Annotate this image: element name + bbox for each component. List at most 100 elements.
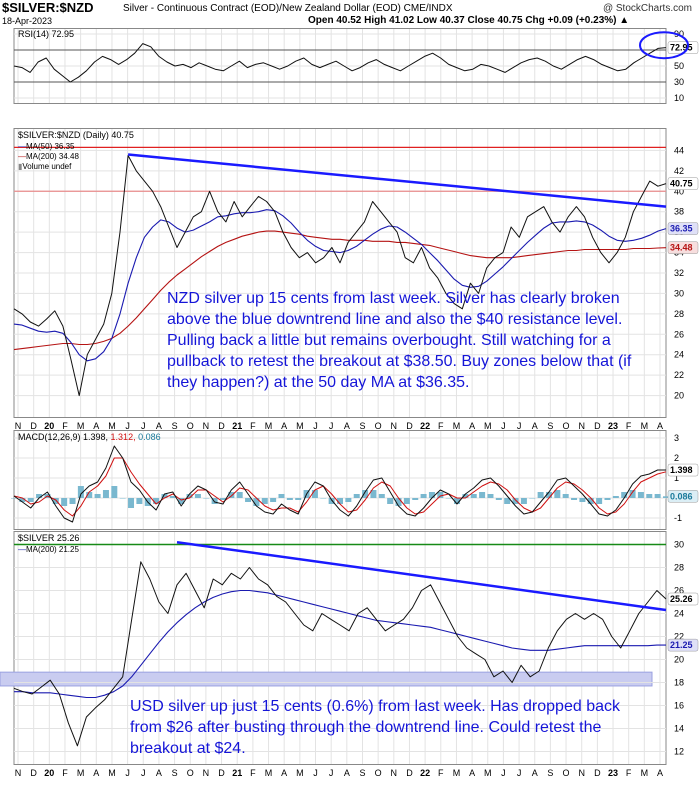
y-axis-tick-label: 30 <box>674 288 684 298</box>
x-axis-tick-label: O <box>375 768 382 778</box>
macd-histogram-bar <box>194 494 201 498</box>
macd-histogram-bar <box>412 498 419 500</box>
x-axis-tick-label: N <box>203 421 210 431</box>
macd-histogram-bar <box>136 498 143 504</box>
x-axis-tick-label: M <box>296 768 304 778</box>
x-axis-tick-label: A <box>156 768 162 778</box>
macd-histogram-bar <box>512 498 519 504</box>
y-axis-tick-label: 2 <box>674 453 679 463</box>
x-axis-tick-label: 23 <box>608 768 618 778</box>
x-axis-tick-label: S <box>172 421 178 431</box>
y-axis-tick-label: 32 <box>674 268 684 278</box>
x-axis-tick-label: A <box>93 768 99 778</box>
macd-histogram-bar <box>178 498 185 504</box>
macd-histogram-bar <box>203 498 210 499</box>
macd-histogram-bar <box>86 492 93 498</box>
x-axis-tick-label: 21 <box>232 421 242 431</box>
macd-histogram-bar <box>52 498 59 504</box>
x-axis-tick-label: S <box>359 768 365 778</box>
nzd-legend: —MA(50) 36.35 —MA(200) 34.48 ▮Volume und… <box>18 142 79 172</box>
y-axis-tick-label: 20 <box>674 391 684 401</box>
rsi-line <box>13 43 667 83</box>
x-axis-tick-label: M <box>265 768 273 778</box>
x-axis-tick-label: S <box>547 768 553 778</box>
x-axis-tick-label: S <box>547 421 553 431</box>
support-band <box>0 671 653 687</box>
y-axis-tick-label: 28 <box>674 309 684 319</box>
macd-histogram-bar <box>637 492 644 498</box>
macd-histogram-bar <box>219 498 226 500</box>
macd-histogram-bar <box>77 486 84 498</box>
price-line <box>13 155 667 397</box>
x-axis-tick-label: J <box>125 421 130 431</box>
ma200-line <box>13 230 667 351</box>
x-axis-tick-label: M <box>77 768 85 778</box>
x-axis-tick-label: F <box>438 421 444 431</box>
y-axis-tick-label: 42 <box>674 166 684 176</box>
x-axis-tick-label: J <box>329 768 334 778</box>
y-axis-tick-label: 24 <box>674 609 684 619</box>
nzd-title: $SILVER:$NZD (Daily) 40.75 <box>18 130 134 140</box>
usd-downtrend-line <box>176 540 667 612</box>
x-axis-tick-label: F <box>626 421 632 431</box>
x-axis-tick-label: A <box>657 768 663 778</box>
macd-histogram-bar <box>420 494 427 498</box>
x-axis-tick-label: F <box>62 768 68 778</box>
macd-histogram-bar <box>428 492 435 498</box>
x-axis-tick-label: F <box>62 421 68 431</box>
x-axis-tick-label: 20 <box>44 421 54 431</box>
y-axis-tick-label: 12 <box>674 747 684 757</box>
macd-histogram-bar <box>445 498 452 499</box>
usd-price-tag: 25.26 <box>670 594 693 604</box>
macd-histogram-bar <box>353 494 360 498</box>
macd-histogram-bar <box>579 498 586 502</box>
macd-histogram-bar <box>36 494 43 498</box>
macd-histogram-bar <box>479 492 486 498</box>
chart-description: Silver - Continuous Contract (EOD)/New Z… <box>123 3 453 14</box>
x-axis-tick-label: D <box>594 421 601 431</box>
legend-usd-ma200: —MA(200) 21.25 <box>18 545 79 554</box>
macd-histogram-bar <box>261 498 268 504</box>
macd-last-tag: 1.398 <box>670 465 693 475</box>
y-axis-tick-label: 28 <box>674 563 684 573</box>
chart-date: 18-Apr-2023 <box>2 16 53 26</box>
rsi-title: RSI(14) 72.95 <box>18 29 75 39</box>
y-axis-tick-label: 22 <box>674 370 684 380</box>
macd-histogram-bar <box>345 498 352 502</box>
macd-histogram-bar <box>495 498 502 500</box>
x-axis-tick-label: 23 <box>608 421 618 431</box>
x-axis-tick-label: O <box>563 421 570 431</box>
x-axis-tick-label: N <box>391 768 398 778</box>
x-axis-tick-label: 21 <box>232 768 242 778</box>
y-axis-tick-label: 1 <box>674 473 679 483</box>
ma200-last-tag: 34.48 <box>670 243 693 253</box>
macd-histogram-bar <box>61 498 68 506</box>
macd-histogram-bar <box>437 492 444 498</box>
macd-histogram-bar <box>629 490 636 498</box>
x-axis-tick-label: N <box>578 421 585 431</box>
usd-price-line <box>13 561 667 747</box>
x-axis-tick-label: O <box>187 421 194 431</box>
y-axis-tick-label: 24 <box>674 350 684 360</box>
macd-histogram-bar <box>562 494 569 498</box>
rsi-chart: 907050301072.95 <box>13 28 699 104</box>
ma50-last-tag: 36.35 <box>670 224 693 234</box>
macd-histogram-bar <box>111 486 118 498</box>
ohlc-summary: Open 40.52 High 41.02 Low 40.37 Close 40… <box>308 15 630 26</box>
x-axis-tick-label: F <box>250 768 256 778</box>
x-axis-tick-label: M <box>641 421 649 431</box>
usd-ma200-tag: 21.25 <box>670 640 693 650</box>
x-axis-tick-label: J <box>313 768 318 778</box>
macd-histogram-bar <box>487 494 494 498</box>
x-axis-tick-label: J <box>501 768 506 778</box>
macd-histogram-bar <box>596 498 603 504</box>
macd-histogram-bar <box>454 498 461 504</box>
x-axis-tick-label: D <box>594 768 601 778</box>
x-axis-tick-label: A <box>532 768 538 778</box>
x-axis-tick-label: M <box>77 421 85 431</box>
usd-annotation: USD silver up just 15 cents (0.6%) from … <box>130 698 620 757</box>
x-axis-tick-label: 20 <box>44 768 54 778</box>
chart-header: $SILVER:$NZD Silver - Continuous Contrac… <box>0 0 700 28</box>
macd-histogram-bar <box>537 492 544 498</box>
